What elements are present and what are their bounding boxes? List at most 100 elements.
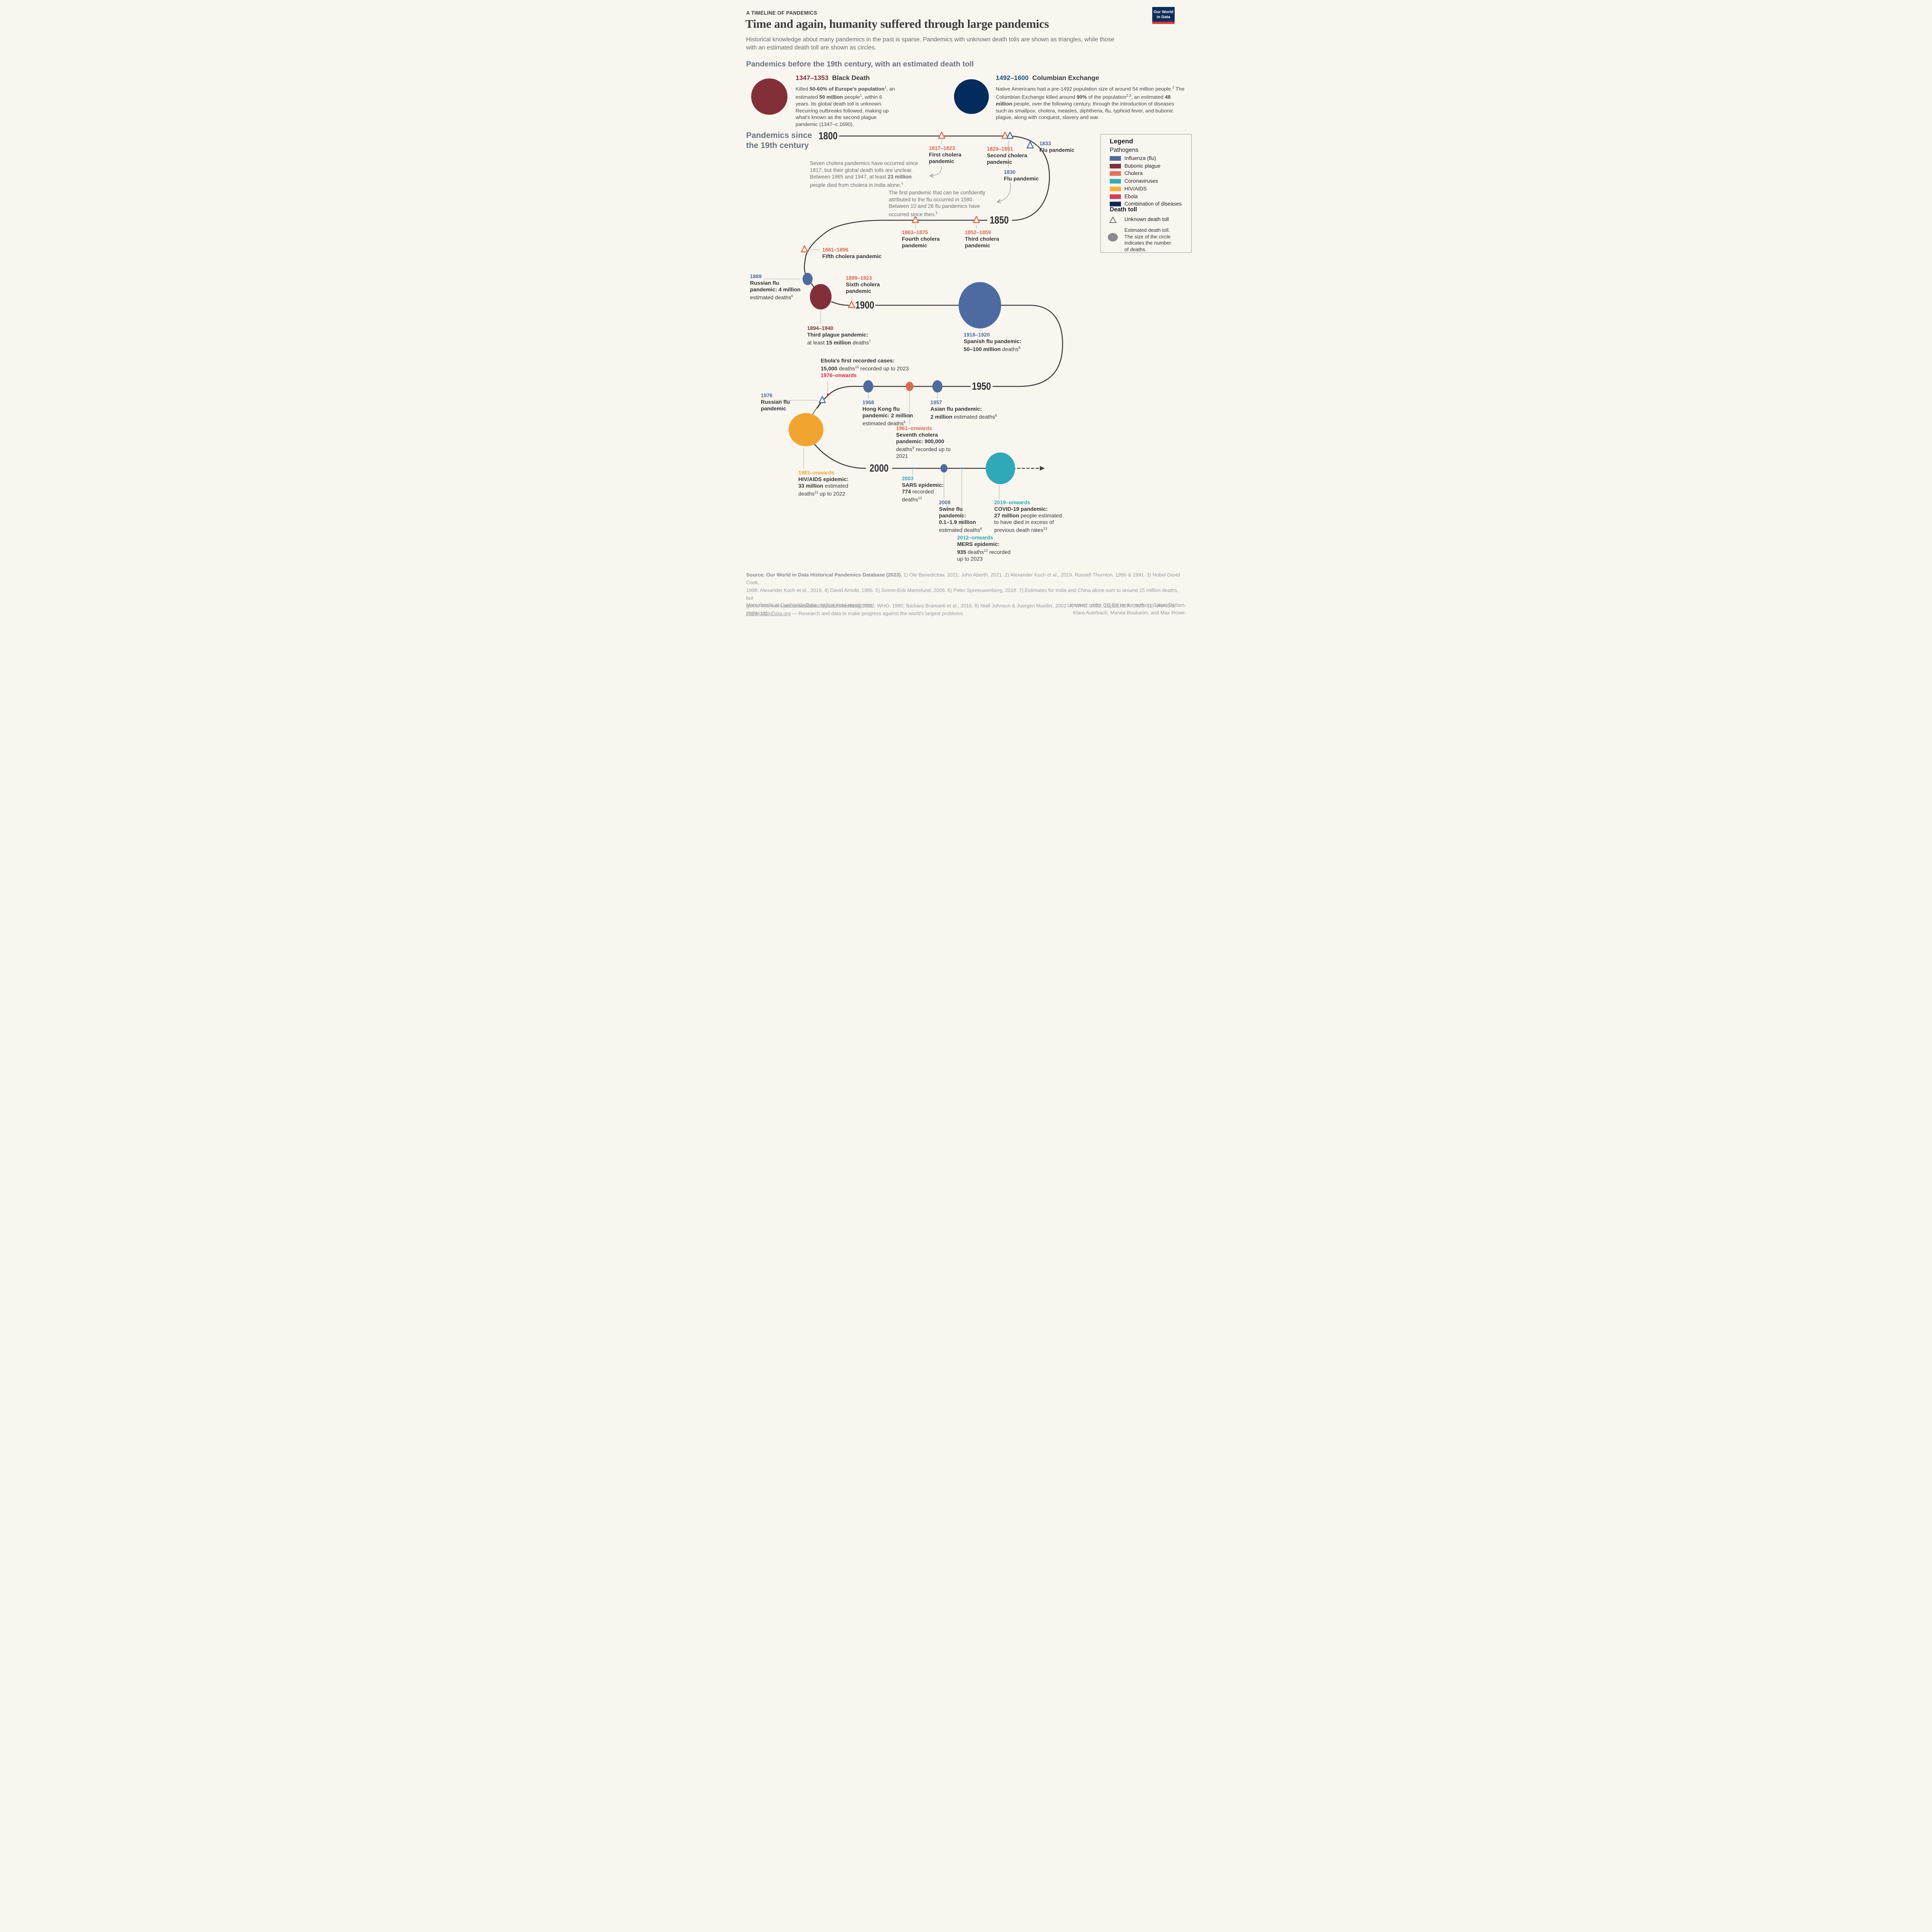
page-subtitle: Historical knowledge about many pandemic… xyxy=(746,36,1189,52)
text-segment: people died from cholera in India alone. xyxy=(810,182,901,188)
hongkong-circle-marker xyxy=(863,380,873,393)
ebola-swatch-icon xyxy=(1110,194,1121,199)
year-label-1900: 1900 xyxy=(855,299,874,311)
text-segment: 12 xyxy=(984,549,988,553)
event-text-line: Asian flu pandemic: xyxy=(930,406,997,412)
source-line: WHO, 2023. 13) Excess mortality model fo… xyxy=(746,617,1187,618)
event-label-swine: 2009 Swine flu pandemic: 0.1–1.9 million est… xyxy=(939,499,982,534)
event-text-line: up to 2023 xyxy=(957,556,1010,562)
legend-item-label: HIV/AIDS xyxy=(1124,185,1147,192)
first_cholera-triangle-marker xyxy=(938,131,946,139)
text-segment: Between 1865 and 1947, at least xyxy=(810,174,888,180)
text-segment: 11 xyxy=(815,490,818,494)
event-label-fifth_cholera: 1881–1896 Fifth cholera pandemic xyxy=(822,247,881,260)
text-segment: Seventh cholera xyxy=(896,432,938,438)
event-text-line: Seventh cholera xyxy=(896,432,951,438)
swine-circle-marker xyxy=(940,464,947,473)
russian_1976-triangle-marker xyxy=(818,396,826,403)
legend-estimated-line: indicates the number xyxy=(1124,240,1171,246)
text-segment: Fourth cholera xyxy=(902,236,940,242)
event-text-line: 774 recorded xyxy=(902,488,944,495)
text-segment: 6 xyxy=(995,413,997,417)
text-segment: to have died in excess of xyxy=(994,519,1054,525)
text-segment: recorded xyxy=(988,549,1011,555)
text-segment: Source: Our World in Data Historical Pan… xyxy=(746,572,902,578)
text-segment: 2 million xyxy=(930,413,952,420)
text-segment: by the authors Saloni Dattani, xyxy=(1118,602,1186,608)
text-segment: 1817, but their global death tolls are u… xyxy=(810,167,913,173)
curve-into-1900 xyxy=(831,301,849,306)
license-line: Licensed under CC-BY by the authors Salo… xyxy=(954,601,1186,609)
event-text-line: 935 deaths12 recorded xyxy=(957,548,1010,556)
event-text-line: COVID-19 pandemic: xyxy=(994,506,1062,512)
event-date: 1968 xyxy=(862,400,874,405)
event-text-line: Russian flu xyxy=(750,280,801,286)
text-segment: 5 xyxy=(935,211,938,215)
event-label-russian_1976: 1976 Russian flu pandemic xyxy=(761,392,790,412)
event-date: 1976 xyxy=(761,393,773,398)
event-text-line: pandemic xyxy=(965,242,999,249)
text-segment: deaths xyxy=(837,365,855,372)
hiv-swatch-icon xyxy=(1110,186,1121,191)
curve-1889-plague xyxy=(811,283,822,296)
kicker: A TIMELINE OF PANDEMICS xyxy=(746,10,817,16)
event-text-line: 15,000 deaths10 recorded up to 2023 xyxy=(821,364,909,372)
text-segment: deaths xyxy=(902,496,918,503)
text-segment: deaths xyxy=(966,549,984,555)
text-segment: 50–100 million xyxy=(964,346,1001,352)
event-label-russian_1889: 1889 Russian flu pandemic: 4 million estima… xyxy=(750,273,801,301)
text-segment: 0.1–1.9 million xyxy=(939,519,976,525)
legend-item-label: Coronaviruses xyxy=(1124,178,1158,184)
text-segment: pandemic: 2 million xyxy=(862,412,913,418)
year-label-1800: 1800 xyxy=(818,130,838,142)
columbian-heading: 1492–1600 Columbian Exchange xyxy=(996,74,1186,82)
text-segment: estimated deaths xyxy=(750,294,791,301)
text-segment: 90% xyxy=(1077,94,1087,100)
text-segment: estimated deaths xyxy=(862,420,904,427)
legend-item-label: Influenza (flu) xyxy=(1124,155,1156,161)
text-segment: More details at xyxy=(746,602,781,608)
text-segment: — Research and data to make progress aga… xyxy=(791,611,964,616)
legend-title: Legend xyxy=(1110,138,1133,145)
text-segment: First cholera xyxy=(929,151,962,158)
event-date: 1881–1896 xyxy=(822,247,849,253)
text-segment: Flu pandemic xyxy=(1039,147,1075,153)
text-segment: global estimates are unavailable. Myron … xyxy=(746,603,1176,616)
legend-item-plague: Bubonic plague xyxy=(1110,163,1160,170)
legend-item-label: Ebola xyxy=(1124,193,1138,199)
text-segment: , an estimated xyxy=(796,86,895,100)
text-segment: HIV/AIDS epidemic: xyxy=(798,476,849,482)
text-segment: 935 xyxy=(957,549,966,555)
event-date: 1961–onwards xyxy=(896,425,932,431)
text-segment: deaths xyxy=(896,446,913,452)
text-segment: estimated deaths xyxy=(952,413,995,420)
second_cholera-triangle-marker xyxy=(1001,131,1009,139)
subtitle-line: with an estimated death toll are shown a… xyxy=(746,44,876,51)
text-segment: pandemic xyxy=(965,242,990,248)
text-segment: deaths xyxy=(1000,346,1019,352)
text-segment: Klara Auerbach, Marwa Boukarim, and Max … xyxy=(1073,610,1186,616)
legend-item-label: Bubonic plague xyxy=(1124,163,1161,169)
event-text-line: pandemic xyxy=(761,405,790,412)
event-text-line: Hong Kong flu xyxy=(862,406,913,412)
text-segment: estimated xyxy=(823,483,849,489)
text-segment: 6 xyxy=(903,420,906,424)
text-segment: people, over the following century, thro… xyxy=(996,101,1174,121)
text-segment: 6 xyxy=(980,527,982,531)
source-line: global estimates are unavailable. Myron … xyxy=(746,602,1187,617)
text-segment: pandemic: xyxy=(939,512,966,519)
link[interactable]: CC-BY xyxy=(1103,602,1119,608)
footer-source: Source: Our World in Data Historical Pan… xyxy=(746,571,1187,618)
text-segment: Third plague pandemic: xyxy=(807,332,868,338)
text-segment: Russian flu xyxy=(750,280,779,286)
link[interactable]: OurWorldinData.org/historical-pandemics xyxy=(780,602,872,608)
link[interactable]: OurWorldinData.org xyxy=(746,611,791,616)
event-text-line: Ebola's first recorded cases: xyxy=(821,357,909,364)
text-segment: pandemic xyxy=(846,288,871,294)
event-label-first_cholera: 1817–1823 First cholera pandemic xyxy=(929,145,961,165)
legend-item-ebola: Ebola xyxy=(1110,193,1138,200)
columbian-block: 1492–1600 Columbian Exchange Native Amer… xyxy=(996,74,1186,121)
sars-dot-marker xyxy=(912,467,914,469)
text-segment: Second cholera xyxy=(987,152,1027,158)
since-heading-line: the 19th century xyxy=(746,141,809,150)
